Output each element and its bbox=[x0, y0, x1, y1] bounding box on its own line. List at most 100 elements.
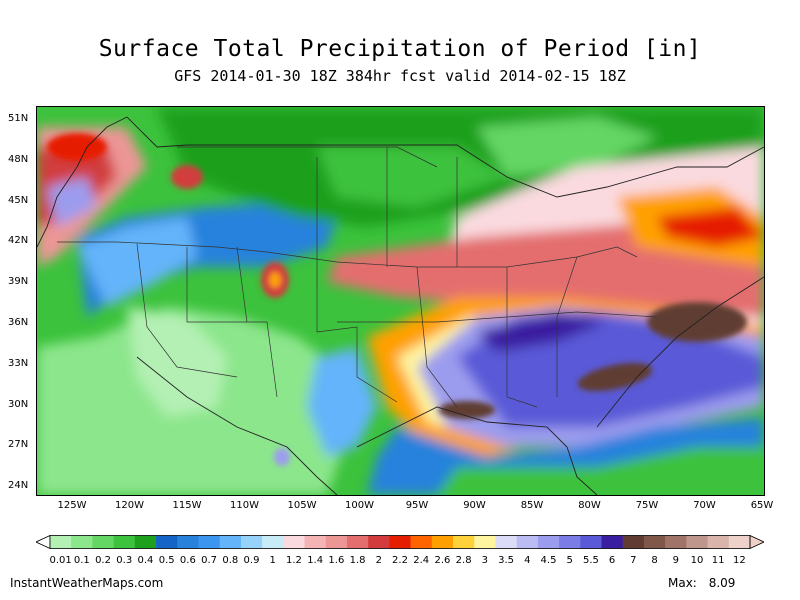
colorbar-swatch bbox=[240, 535, 263, 549]
colorbar-swatch bbox=[71, 535, 93, 549]
colorbar-tick-label: 0.4 bbox=[137, 555, 154, 566]
lon-label: 95W bbox=[405, 500, 429, 511]
colorbar-frame bbox=[49, 535, 751, 549]
colorbar-swatch bbox=[346, 535, 369, 549]
colorbar-tick-label: 6 bbox=[608, 555, 616, 566]
colorbar-swatch bbox=[50, 535, 72, 549]
lon-label: 100W bbox=[345, 500, 374, 511]
lat-label: 30N bbox=[8, 398, 29, 410]
colorbar-over-arrow bbox=[749, 534, 765, 550]
lat-label: 27N bbox=[8, 439, 29, 451]
colorbar-swatch bbox=[622, 535, 645, 549]
colorbar-svg bbox=[35, 534, 765, 550]
colorbar-tick-label: 3 bbox=[481, 555, 489, 566]
colorbar-tick-label: 4 bbox=[524, 555, 531, 566]
colorbar-tick-label: 0.1 bbox=[73, 555, 90, 566]
lat-label: 33N bbox=[8, 357, 29, 369]
color-legend-bar bbox=[35, 534, 765, 550]
max-readout: Max: 8.09 bbox=[668, 576, 735, 590]
lon-label: 120W bbox=[115, 500, 144, 511]
max-label: Max: bbox=[668, 576, 697, 590]
map-title: Surface Total Precipitation of Period [i… bbox=[98, 36, 702, 62]
colorbar-swatch bbox=[537, 535, 560, 549]
lat-label: 24N bbox=[8, 480, 29, 492]
lon-label: 80W bbox=[578, 500, 601, 511]
lat-label: 45N bbox=[8, 194, 29, 206]
colorbar-swatch bbox=[177, 535, 199, 549]
colorbar-tick-label: 10 bbox=[690, 555, 704, 566]
colorbar-swatch bbox=[92, 535, 114, 549]
colorbar-swatch bbox=[559, 535, 581, 549]
colorbar-tick-label: 2.6 bbox=[434, 555, 451, 566]
gulf-coast bbox=[356, 406, 598, 495]
colorbar-swatch bbox=[283, 535, 305, 549]
colorbar-swatch bbox=[389, 535, 411, 549]
colorbar-tick-label: 0.8 bbox=[222, 555, 239, 566]
lon-label: 70W bbox=[693, 500, 716, 511]
colorbar-swatch bbox=[304, 535, 327, 549]
precipitation-field bbox=[37, 107, 764, 495]
colorbar-swatch bbox=[643, 535, 666, 549]
colorbar-swatch bbox=[431, 535, 454, 549]
colorbar-tick-label: 1.4 bbox=[307, 555, 324, 566]
colorbar-tick-label: 5.5 bbox=[582, 555, 599, 566]
colorbar-swatch bbox=[580, 535, 602, 549]
colorbar-swatch bbox=[665, 535, 687, 549]
lat-label: 42N bbox=[8, 235, 29, 247]
colorbar-tick-label: 11 bbox=[711, 555, 725, 566]
max-value: 8.09 bbox=[708, 576, 736, 590]
colorbar-tick-label: 1.2 bbox=[285, 555, 302, 566]
precipitation-map bbox=[36, 106, 765, 496]
colorbar-tick-label: 0.01 bbox=[49, 555, 72, 566]
colorbar-swatch bbox=[728, 535, 751, 549]
colorbar-tick-label: 0.6 bbox=[179, 555, 196, 566]
colorbar-swatch bbox=[219, 535, 242, 549]
colorbar-tick-label: 0.3 bbox=[116, 555, 133, 566]
colorbar-tick-label: 1.6 bbox=[328, 555, 345, 566]
colorbar-tick-label: 2.4 bbox=[413, 555, 430, 566]
colorbar-swatch bbox=[495, 535, 517, 549]
lon-label: 65W bbox=[750, 500, 774, 511]
colorbar-tick-label: 0.2 bbox=[95, 555, 111, 566]
colorbar-tick-label: 0.9 bbox=[243, 555, 260, 566]
colorbar-tick-label: 2.8 bbox=[455, 555, 472, 566]
colorbar-tick-label: 7 bbox=[630, 555, 637, 566]
site-credit: InstantWeatherMaps.com bbox=[10, 576, 164, 590]
lon-label: 125W bbox=[57, 500, 87, 511]
colorbar-tick-label: 3.5 bbox=[498, 555, 514, 566]
colorbar-swatch bbox=[198, 535, 220, 549]
colorbar-swatch bbox=[707, 535, 730, 549]
colorbar-swatch bbox=[453, 535, 475, 549]
lon-label: 90W bbox=[463, 500, 486, 511]
colorbar-swatch bbox=[156, 535, 178, 549]
colorbar-swatch bbox=[516, 535, 539, 549]
colorbar-tick-label: 1 bbox=[269, 555, 276, 566]
lon-label: 105W bbox=[287, 500, 317, 511]
colorbar-tick-label: 4.5 bbox=[540, 555, 557, 566]
colorbar-swatch bbox=[474, 535, 496, 549]
lon-label: 75W bbox=[635, 500, 659, 511]
colorbar-tick-label: 8 bbox=[651, 555, 658, 566]
colorbar-tick-label: 0.7 bbox=[201, 555, 218, 566]
colorbar-tick-label: 2.2 bbox=[392, 555, 408, 566]
lon-label: 115W bbox=[172, 500, 202, 511]
lat-label: 36N bbox=[8, 317, 29, 328]
map-subtitle: GFS 2014-01-30 18Z 384hr fcst valid 2014… bbox=[174, 67, 626, 85]
colorbar-under-arrow bbox=[35, 534, 51, 550]
lat-label: 48N bbox=[8, 153, 29, 165]
colorbar-swatch bbox=[325, 535, 348, 549]
colorbar-tick-label: 12 bbox=[733, 555, 746, 566]
colorbar-tick-label: 2 bbox=[375, 555, 382, 566]
colorbar-swatch bbox=[601, 535, 624, 549]
colorbar-swatch bbox=[262, 535, 284, 549]
lat-label: 39N bbox=[8, 276, 29, 288]
colorbar-tick-label: 1.8 bbox=[349, 555, 366, 566]
colorbar-swatch bbox=[686, 535, 708, 549]
lon-label: 85W bbox=[520, 500, 544, 511]
lat-label: 51N bbox=[8, 113, 29, 124]
colorbar-swatch bbox=[368, 535, 390, 549]
colorbar-swatch bbox=[410, 535, 433, 549]
colorbar-swatch bbox=[113, 535, 136, 549]
state-borders bbox=[57, 146, 658, 408]
lon-label: 110W bbox=[230, 500, 259, 511]
